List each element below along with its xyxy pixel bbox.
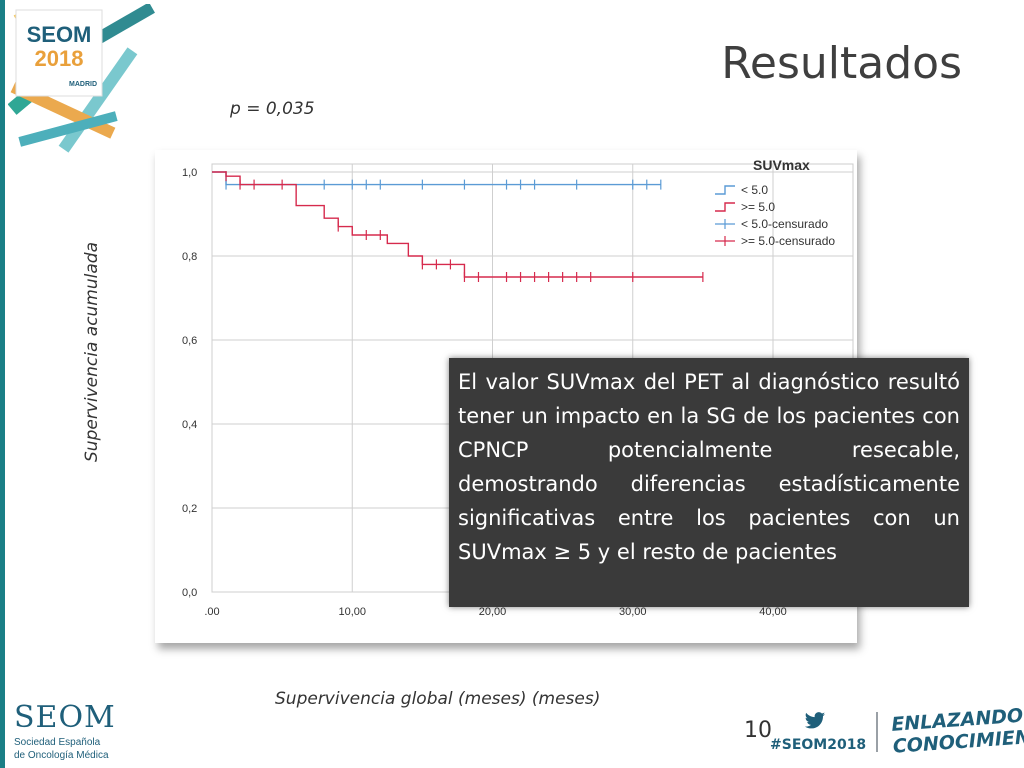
legend-entry: >= 5.0 (741, 200, 775, 214)
conclusion-callout: El valor SUVmax del PET al diagnóstico r… (449, 358, 969, 607)
y-tick-label: 0,4 (182, 419, 197, 431)
x-tick-label: .00 (204, 606, 219, 618)
seom-name: SEOM (14, 700, 116, 735)
legend-line-swatch-0 (715, 185, 735, 195)
y-axis-label: Supervivencia acumulada (82, 242, 102, 462)
series-line-0 (212, 171, 661, 186)
x-tick-label: 20,00 (479, 606, 507, 618)
left-accent-bar (0, 0, 5, 768)
seom-sub2: de Oncología Médica (14, 750, 109, 761)
p-value: p = 0,035 (230, 99, 315, 119)
y-tick-label: 0,8 (182, 251, 197, 263)
slide-number: 10 (744, 718, 772, 743)
legend-entry-censored: >= 5.0-censurado (741, 234, 835, 248)
x-tick-label: 10,00 (338, 606, 366, 618)
logo-line1: SEOM (27, 22, 92, 47)
logo-line2: 2018 (35, 46, 84, 71)
legend-entry: < 5.0 (741, 183, 768, 197)
footer-divider (876, 712, 878, 752)
legend-entry-censored: < 5.0-censurado (741, 217, 828, 231)
slide-title: Resultados (721, 38, 962, 89)
slogan: ENLAZANDO CONOCIMIENTO (891, 702, 1024, 758)
conclusion-text: El valor SUVmax del PET al diagnóstico r… (458, 370, 960, 564)
seom-2018-logo: SEOM 2018 MADRID (8, 4, 155, 153)
y-tick-label: 1,0 (182, 167, 197, 179)
seom-society-logo: SEOM Sociedad Española de Oncología Médi… (14, 700, 116, 761)
hashtag: #SEOM2018 (770, 737, 867, 753)
seom-sub1: Sociedad Española (14, 737, 101, 748)
x-tick-label: 40,00 (759, 606, 787, 618)
twitter-bird-icon (804, 712, 826, 729)
logo-city: MADRID (69, 81, 97, 88)
y-tick-label: 0,0 (182, 587, 197, 599)
y-tick-label: 0,2 (182, 503, 197, 515)
legend-line-swatch-1 (715, 202, 735, 212)
x-axis-label: Supervivencia global (meses) (meses) (275, 689, 601, 709)
series-line-1 (212, 171, 703, 278)
y-tick-label: 0,6 (182, 335, 197, 347)
legend-title: SUVmax (753, 157, 810, 173)
x-tick-label: 30,00 (619, 606, 647, 618)
